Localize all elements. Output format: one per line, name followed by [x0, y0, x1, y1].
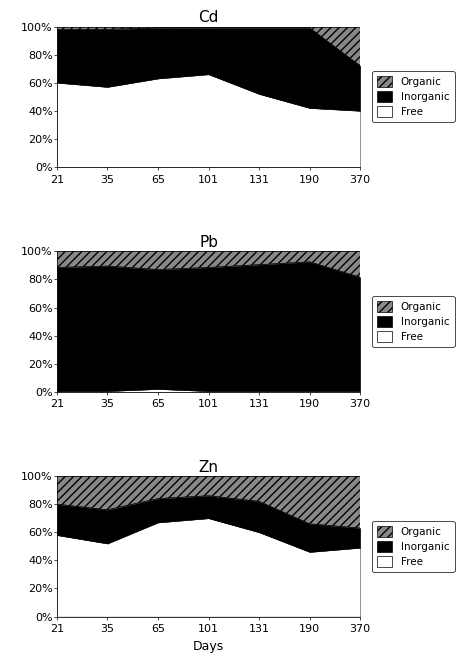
Title: Pb: Pb — [199, 235, 218, 250]
X-axis label: Days: Days — [193, 640, 224, 653]
Title: Zn: Zn — [199, 460, 219, 475]
Legend: Organic, Inorganic, Free: Organic, Inorganic, Free — [372, 296, 455, 347]
Legend: Organic, Inorganic, Free: Organic, Inorganic, Free — [372, 520, 455, 572]
Title: Cd: Cd — [199, 11, 219, 25]
Legend: Organic, Inorganic, Free: Organic, Inorganic, Free — [372, 71, 455, 123]
